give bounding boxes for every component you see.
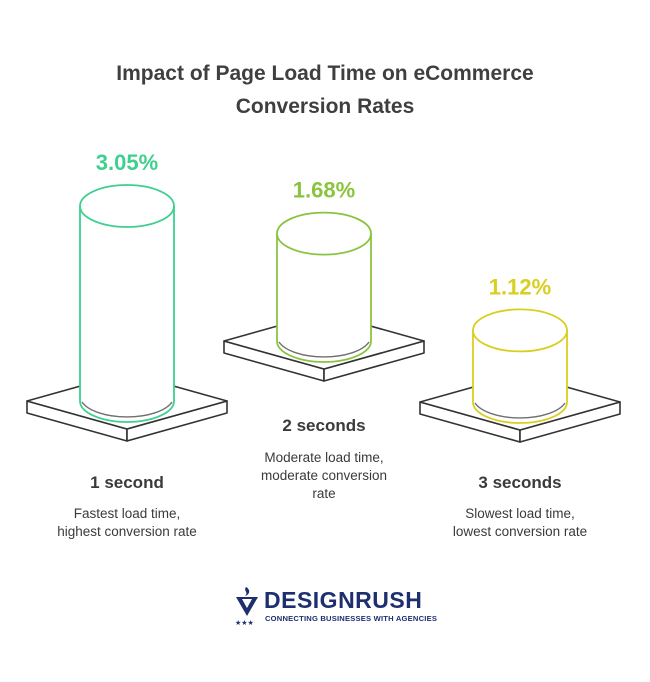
category-label-2: 2 seconds xyxy=(282,416,365,435)
bar-cylinder-body-2 xyxy=(276,233,372,363)
category-label-3: 3 seconds xyxy=(478,473,561,492)
category-description-2-line-2: moderate conversion xyxy=(261,468,387,483)
logo-wordmark: DESIGNRUSH xyxy=(264,587,423,613)
category-description-3-line-1: Slowest load time, xyxy=(465,506,575,521)
bar-value-label-1: 3.05% xyxy=(96,150,158,175)
category-description-2-line-3: rate xyxy=(312,486,335,501)
bar-value-label-2: 1.68% xyxy=(293,178,355,203)
bar-value-label-3: 1.12% xyxy=(489,274,551,299)
chart-title: Impact of Page Load Time on eCommerce Co… xyxy=(0,58,650,123)
chart-title-line-1: Impact of Page Load Time on eCommerce xyxy=(116,62,534,85)
svg-text:★★★: ★★★ xyxy=(235,619,254,627)
chart-title-line-2: Conversion Rates xyxy=(235,94,415,118)
bar-cylinder-body-1 xyxy=(79,206,175,423)
bar-cylinder-base-1 xyxy=(81,401,173,418)
category-description-3-line-2: lowest conversion rate xyxy=(453,524,587,539)
category-description-1-line-2: highest conversion rate xyxy=(57,524,197,539)
bar-cylinder-top-2 xyxy=(276,211,372,256)
bar-cylinder-body-3 xyxy=(472,330,568,424)
logo-tagline: CONNECTING BUSINESSES WITH AGENCIES xyxy=(265,614,438,623)
bar-cylinder-base-3 xyxy=(474,402,566,419)
bar-cylinder-top-1 xyxy=(79,184,175,228)
bar-cylinder-top-3 xyxy=(472,308,568,353)
designrush-logo: ★★★ DESIGNRUSH CONNECTING BUSINESSES WIT… xyxy=(233,585,437,627)
category-description-2-line-1: Moderate load time, xyxy=(264,450,383,465)
category-label-1: 1 second xyxy=(90,473,164,492)
bar-cylinder-base-2 xyxy=(278,341,370,358)
category-description-1-line-1: Fastest load time, xyxy=(74,506,181,521)
designrush-torch-icon: ★★★ xyxy=(235,587,258,627)
